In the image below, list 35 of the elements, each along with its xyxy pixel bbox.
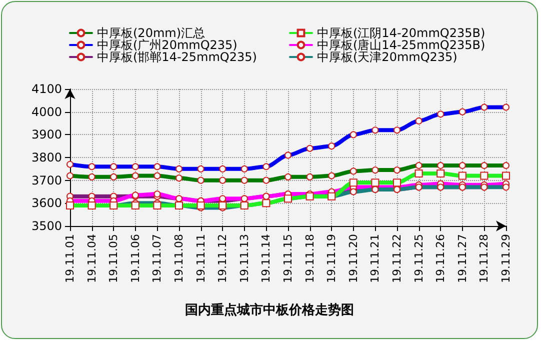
x-tick-label: 19.11.11 xyxy=(194,234,208,283)
y-tick-label: 3700 xyxy=(31,173,62,188)
y-tick-label: 3600 xyxy=(31,196,62,210)
x-tick-label: 19.11.14 xyxy=(260,234,273,283)
x-tick-label: 19.11.27 xyxy=(456,234,469,283)
x-tick-label: 19.11.29 xyxy=(500,234,512,283)
x-tick-label: 19.11.18 xyxy=(303,234,316,283)
text: 国内重点城市中板价格走势图 xyxy=(185,302,354,318)
legend-label: 中厚板(江阴14-20mmQ235B) xyxy=(317,26,486,40)
y-tick-label: 3900 xyxy=(31,128,62,142)
legend-label: 中厚板(邯郸14-25mmQ235) xyxy=(97,50,257,64)
x-tick-label: 19.11.05 xyxy=(107,234,120,283)
x-tick-label: 19.11.19 xyxy=(325,234,338,283)
x-tick-label: 19.11.07 xyxy=(150,234,164,283)
legend-label: 中厚板(唐山14-25mmQ235B) xyxy=(317,38,486,52)
legend-label: 中厚板(天津20mmQ235) xyxy=(317,50,458,64)
x-tick-label: 19.11.12 xyxy=(216,234,230,283)
legend-label: 中厚板(广州20mmQ235) xyxy=(97,38,238,52)
x-tick-label: 19.11.15 xyxy=(282,234,294,283)
x-tick-label: 19.11.04 xyxy=(85,234,98,283)
x-tick-label: 19.11.20 xyxy=(346,234,360,283)
y-tick-label: 4000 xyxy=(31,104,62,119)
y-tick-label: 4100 xyxy=(31,82,62,96)
x-tick-label: 19.11.25 xyxy=(412,234,426,283)
x-tick-label: 19.11.08 xyxy=(172,234,186,283)
x-tick-label: 19.11.01 xyxy=(64,234,76,283)
y-tick-label: 3500 xyxy=(31,219,62,233)
x-tick-label: 19.11.22 xyxy=(390,234,404,283)
x-tick-label: 19.11.26 xyxy=(434,234,448,283)
legend-label: 中厚板(20mm)汇总 xyxy=(97,26,206,40)
y-tick-label: 3800 xyxy=(31,150,62,164)
x-tick-label: 19.11.21 xyxy=(368,234,382,283)
x-tick-label: 19.11.13 xyxy=(238,234,251,283)
x-tick-label: 19.11.28 xyxy=(478,234,491,283)
x-tick-label: 19.11.06 xyxy=(128,234,142,283)
